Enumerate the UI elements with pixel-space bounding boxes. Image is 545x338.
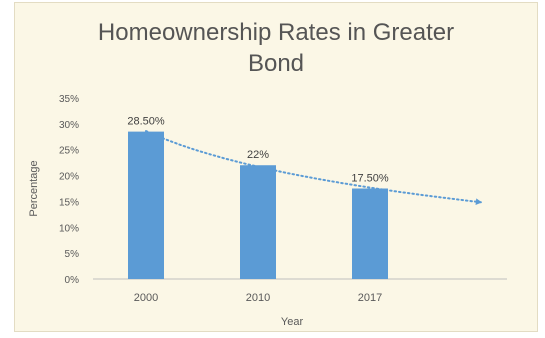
data-label: 28.50% <box>127 116 165 128</box>
chart-frame: Homeownership Rates in Greater Bond Perc… <box>14 2 538 332</box>
chart-plot: Percentage Year 0% 5% 10% 15% 20% 25% 30% 35% 20… <box>28 94 507 328</box>
y-tick-label: 10% <box>59 223 79 234</box>
y-tick-label: 30% <box>59 120 79 131</box>
trendline-arrow <box>475 198 482 206</box>
y-tick-label: 15% <box>59 197 79 208</box>
bar <box>128 131 164 279</box>
data-label: 17.50% <box>351 173 389 185</box>
x-tick-label: 2017 <box>358 292 382 304</box>
chart-title: Homeownership Rates in Greater Bond <box>15 17 537 79</box>
chart-title-line-1: Homeownership Rates in Greater <box>97 19 455 46</box>
chart-title-line-2: Bond <box>247 50 305 77</box>
x-tick-label: 2010 <box>246 292 270 304</box>
data-label: 22% <box>247 149 269 161</box>
bar <box>240 165 276 279</box>
y-axis-label: Percentage <box>28 160 40 216</box>
y-tick-label: 25% <box>59 146 79 157</box>
y-tick-label: 0% <box>65 275 80 286</box>
y-tick-label: 5% <box>65 249 80 260</box>
y-tick-label: 35% <box>59 94 79 105</box>
trendline <box>145 130 483 204</box>
x-axis-label: Year <box>281 316 304 328</box>
y-tick-label: 20% <box>59 172 79 183</box>
x-tick-label: 2000 <box>134 292 158 304</box>
bar <box>352 188 388 279</box>
